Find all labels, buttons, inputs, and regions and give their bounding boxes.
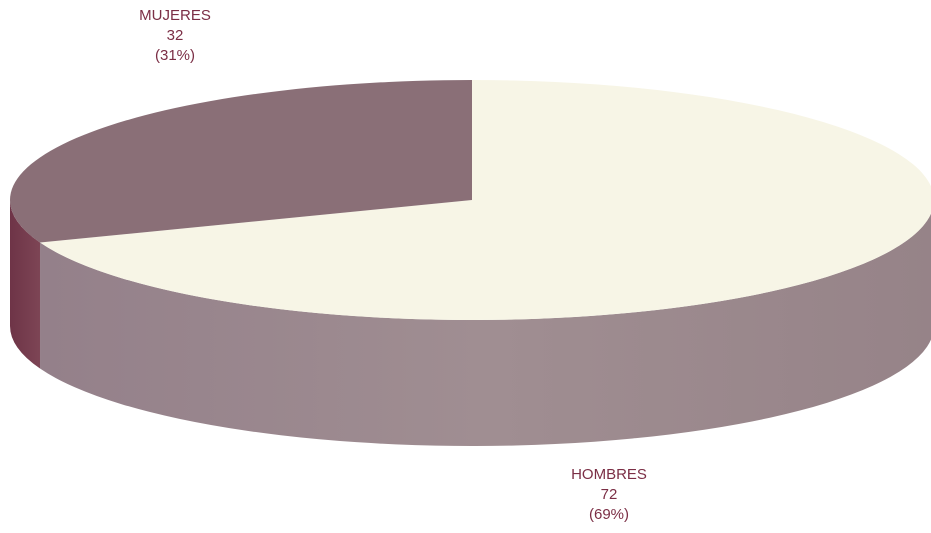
- slice-percent-hombres: (69%): [588, 506, 629, 523]
- pie-side-mujeres: [10, 200, 41, 369]
- slice-name-hombres: HOMBRES: [571, 466, 647, 483]
- slice-value-hombres: 72: [600, 486, 618, 503]
- slice-label-mujeres: MUJERES 32 (31%): [105, 6, 245, 66]
- pie-side-hombres: [40, 213, 931, 446]
- pie-slice-hombres: [40, 80, 931, 320]
- pie-slice-mujeres: [9, 80, 472, 243]
- pie-sides: [10, 200, 931, 446]
- pie-tops: [9, 80, 931, 320]
- slice-percent-mujeres: (31%): [154, 47, 195, 64]
- slice-value-mujeres: 32: [166, 27, 184, 44]
- slice-name-mujeres: MUJERES: [139, 7, 211, 24]
- slice-label-hombres: HOMBRES 72 (69%): [539, 465, 679, 525]
